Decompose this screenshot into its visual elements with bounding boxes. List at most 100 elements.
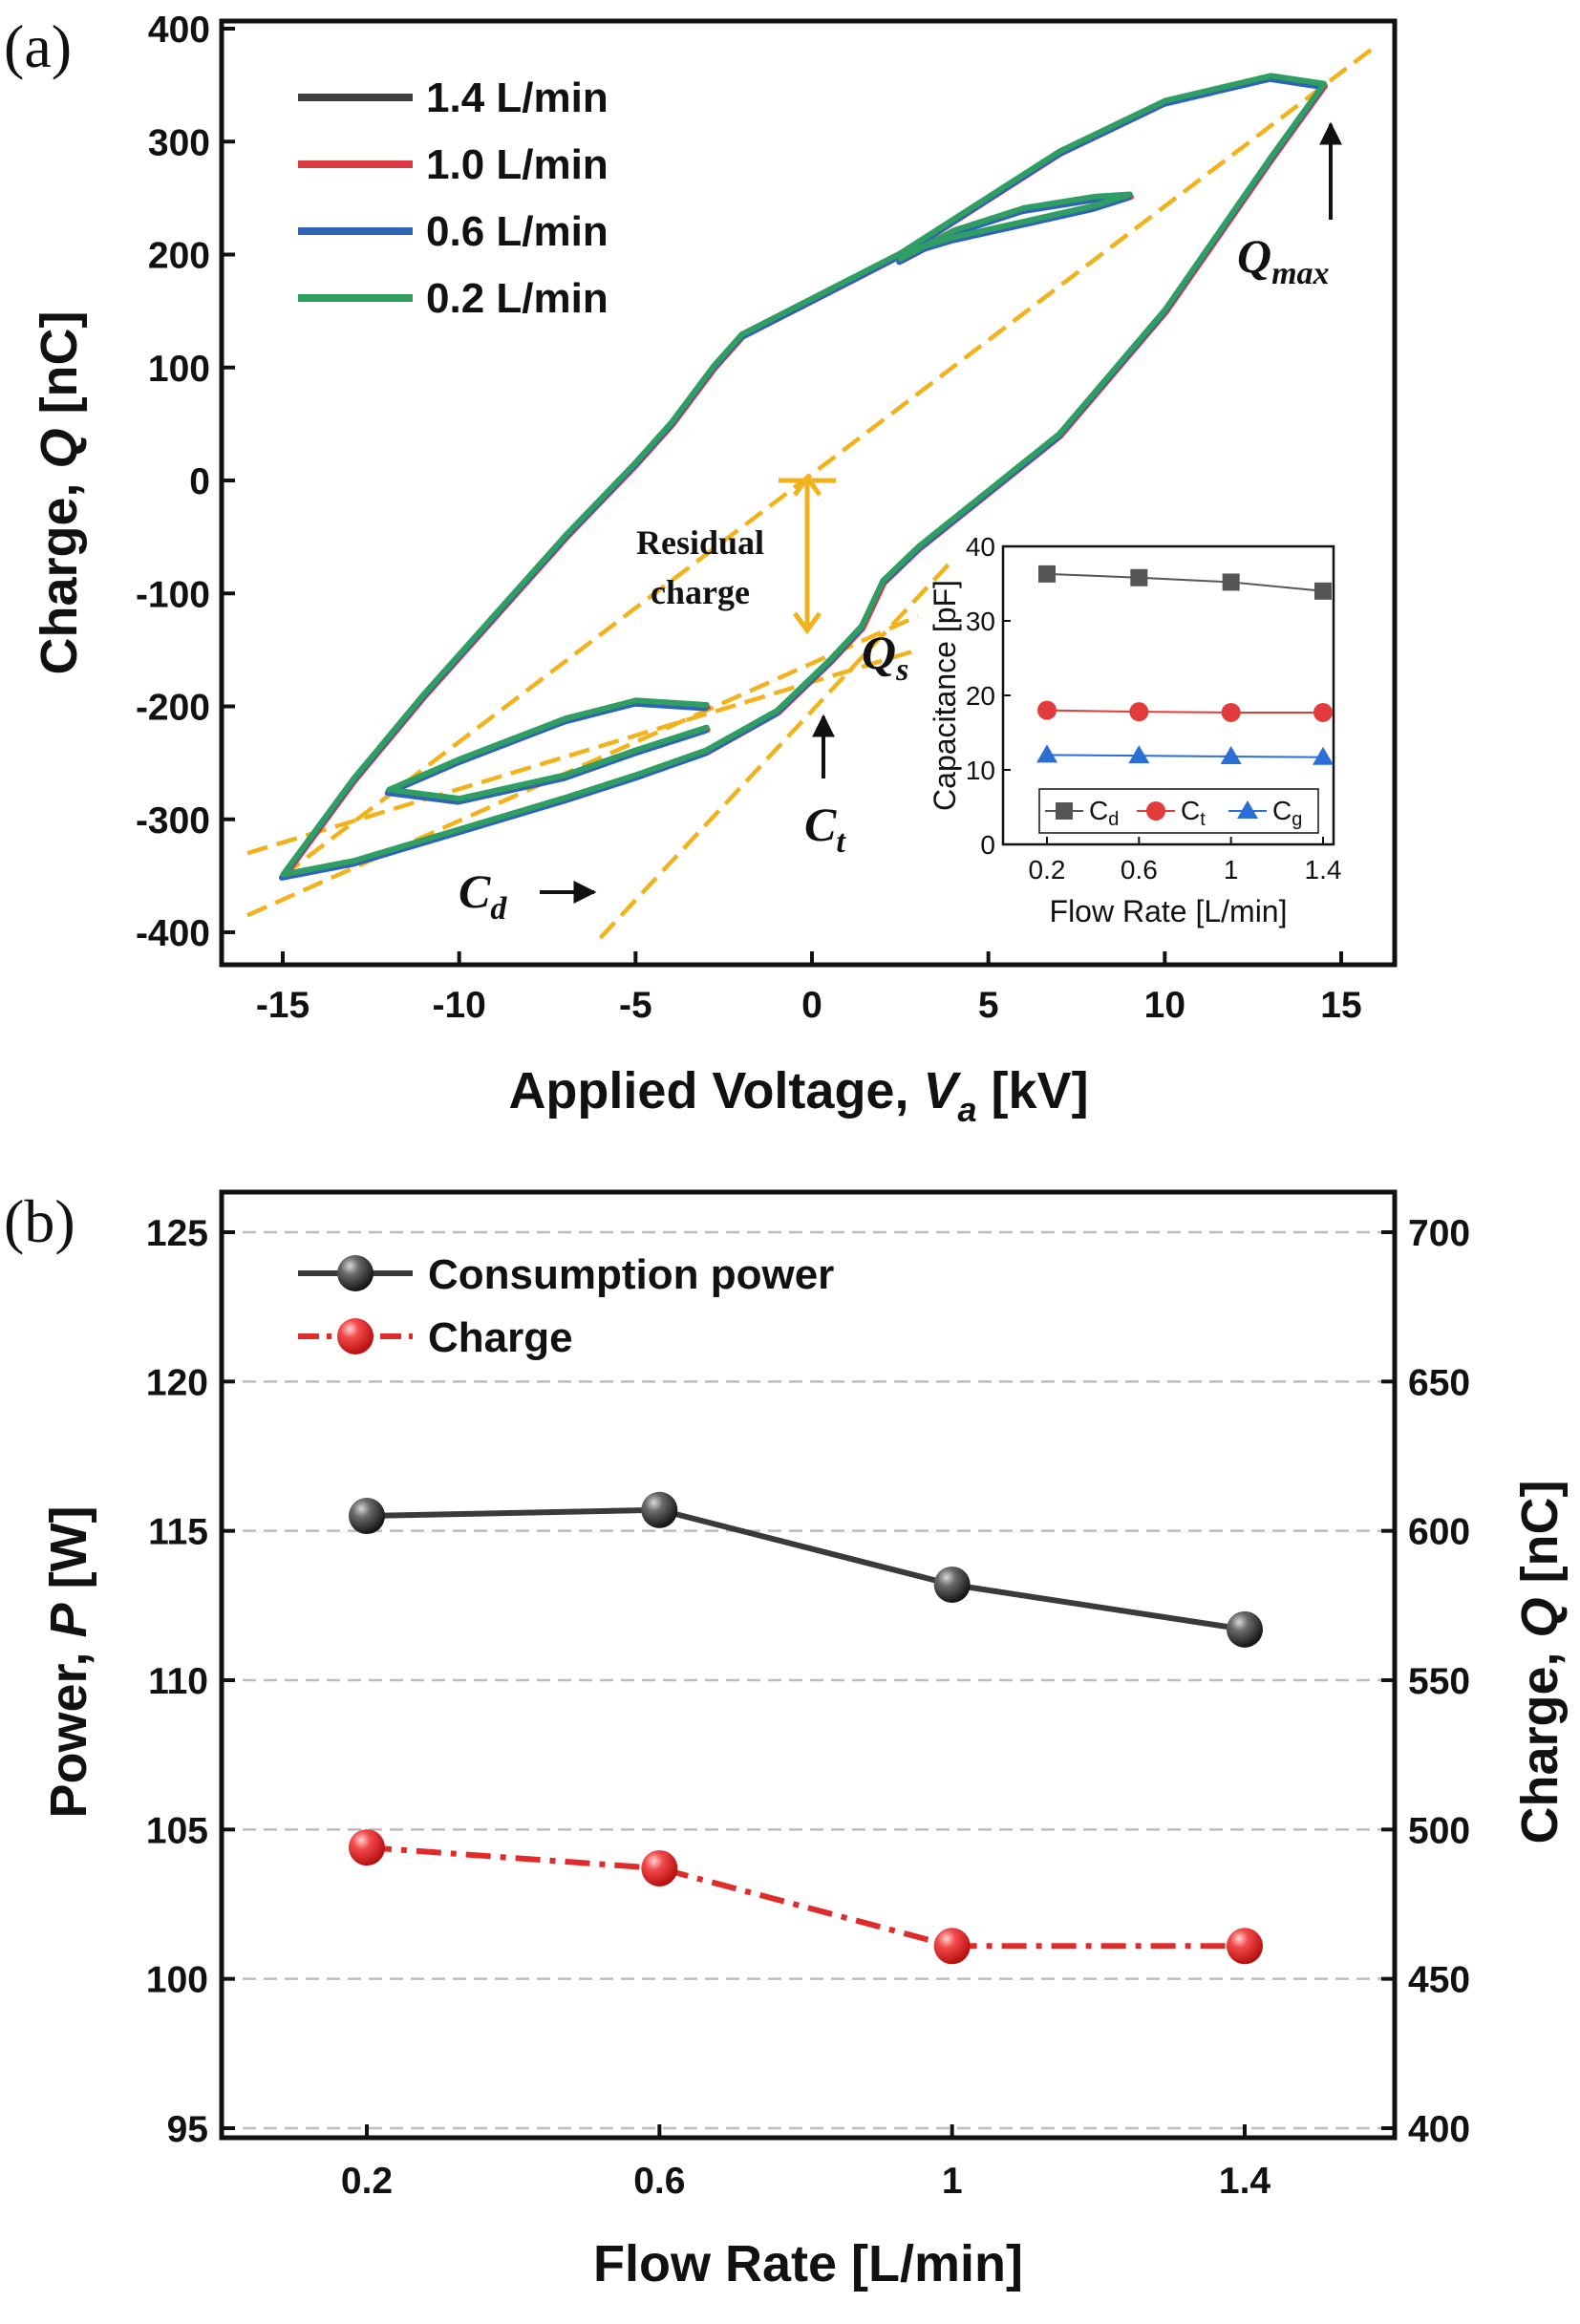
data-point-consumption-power bbox=[641, 1491, 678, 1528]
y-tick-label-right: 450 bbox=[1408, 1960, 1470, 2001]
inset-x-tick-label: 0.2 bbox=[1029, 855, 1066, 885]
inset-point-C_d bbox=[1314, 582, 1332, 600]
inset-point-C_t bbox=[1313, 702, 1333, 722]
plot-frame-a bbox=[219, 18, 1398, 968]
y-tick-label: 200 bbox=[148, 236, 210, 277]
inset-x-tick-label: 1.4 bbox=[1305, 855, 1342, 885]
legend-item: 1.0 L/min bbox=[426, 141, 609, 188]
legend-item: 0.6 L/min bbox=[426, 208, 609, 255]
x-tick-label: -5 bbox=[619, 985, 652, 1026]
inset-legend-label: Cg bbox=[1272, 796, 1302, 830]
x-tick-label: 0.6 bbox=[633, 2161, 685, 2202]
inset-legend-box bbox=[1038, 788, 1319, 834]
inset-point-C_g bbox=[1220, 745, 1242, 764]
inset-point-C_t bbox=[1221, 702, 1241, 722]
inset-legend-marker bbox=[1237, 800, 1258, 819]
inset-y-tick-label: 0 bbox=[980, 830, 995, 860]
inset-legend: Cd Ct Cg bbox=[1038, 788, 1319, 834]
y-tick-label-left: 125 bbox=[146, 1213, 208, 1254]
panel-b-label: (b) bbox=[4, 1187, 75, 1255]
plot-frame-b bbox=[219, 1189, 1398, 2141]
legend-item: Charge bbox=[428, 1314, 573, 1361]
y-tick-label: -200 bbox=[136, 688, 210, 729]
x-tick-label: 1.4 bbox=[1219, 2161, 1271, 2202]
hysteresis-loops bbox=[279, 73, 1328, 881]
inset-point-C_t bbox=[1129, 702, 1149, 722]
y-tick-label-left: 105 bbox=[146, 1810, 208, 1851]
loop-0-2-L-min bbox=[280, 73, 1327, 878]
inset-legend-label: Ct bbox=[1181, 796, 1206, 830]
y-axis-ticks-right-b: 400 450 500 550 600 650 700 bbox=[1381, 1213, 1470, 2150]
y-tick-label: 400 bbox=[148, 10, 210, 51]
inset-line-C_g bbox=[1046, 754, 1324, 758]
y-tick-label-right: 600 bbox=[1408, 1512, 1470, 1553]
legend-item: Consumption power bbox=[428, 1251, 834, 1298]
qs-label: Qs bbox=[862, 626, 908, 688]
ct-label: Ct bbox=[804, 798, 846, 860]
inset-legend-label: Cd bbox=[1089, 796, 1119, 830]
data-point-charge bbox=[1227, 1928, 1263, 1965]
x-tick-label: 1 bbox=[942, 2161, 963, 2202]
inset-series bbox=[1036, 565, 1334, 765]
x-tick-label: -10 bbox=[432, 985, 485, 1026]
y-axis-ticks-a: -400 -300 -200 -100 0 100 200 300 400 bbox=[136, 10, 235, 954]
inset-capacitance-chart: 0.2 0.6 1 1.4 0 10 20 30 40 Flow Rate [L/min] C… bbox=[928, 532, 1341, 928]
inset-legend-marker bbox=[1056, 802, 1073, 820]
x-tick-label: 0.2 bbox=[341, 2161, 393, 2202]
y-tick-label: 300 bbox=[148, 122, 210, 163]
inset-point-C_d bbox=[1222, 573, 1240, 591]
cd-annotation: Cd bbox=[459, 864, 597, 927]
y-tick-label: -300 bbox=[136, 800, 210, 842]
x-axis-label-b: Flow Rate [L/min] bbox=[593, 2235, 1023, 2292]
y-axis-ticks-left-b: 95 100 105 110 115 120 125 bbox=[146, 1213, 235, 2150]
y-tick-label-right: 400 bbox=[1408, 2109, 1470, 2150]
guide-line bbox=[246, 613, 919, 918]
legend-b: Consumption power Charge bbox=[298, 1251, 834, 1361]
inset-line-C_d bbox=[1046, 572, 1324, 592]
inset-y-tick-label: 10 bbox=[966, 756, 995, 785]
data-point-charge bbox=[349, 1829, 385, 1866]
y-tick-label: 0 bbox=[189, 461, 210, 502]
y-axis-label-right-b: Charge, Q [nC] bbox=[1511, 1480, 1569, 1844]
inset-point-C_g bbox=[1128, 745, 1150, 764]
inset-y-tick-label: 20 bbox=[966, 681, 995, 711]
inset-x-label: Flow Rate [L/min] bbox=[1050, 894, 1288, 928]
y-tick-label-right: 700 bbox=[1408, 1213, 1470, 1254]
series-line-consumption-power bbox=[366, 1506, 1246, 1632]
guide-line bbox=[281, 43, 1378, 878]
y-tick-label-left: 115 bbox=[148, 1512, 208, 1553]
data-point-consumption-power bbox=[933, 1566, 971, 1603]
legend-a: 1.4 L/min 1.0 L/min 0.6 L/min 0.2 L/min bbox=[298, 75, 609, 322]
residual-charge-label-1: Residual bbox=[636, 523, 764, 562]
y-tick-label-right: 650 bbox=[1408, 1362, 1470, 1403]
qmax-annotation: Qmax bbox=[1237, 121, 1342, 291]
inset-y-label: Capacitance [pF] bbox=[928, 580, 962, 811]
y-tick-label-left: 120 bbox=[146, 1362, 208, 1403]
ct-annotation: Ct bbox=[804, 714, 846, 860]
x-tick-label: 0 bbox=[801, 985, 822, 1026]
guide-line bbox=[598, 558, 955, 940]
grid-b bbox=[222, 1230, 1395, 2130]
y-axis-label-a: Charge, Q [nC] bbox=[31, 310, 88, 674]
y-tick-label: -400 bbox=[136, 913, 210, 954]
cd-label: Cd bbox=[459, 864, 507, 927]
panel-a: (a) -15 -10 -5 0 5 10 15 -400-300-200-10001002… bbox=[4, 10, 1398, 1129]
inset-x-ticks: 0.2 0.6 1 1.4 bbox=[1029, 837, 1342, 885]
series-line-charge bbox=[366, 1844, 1245, 1950]
data-point-charge bbox=[933, 1928, 971, 1965]
x-tick-label: 15 bbox=[1320, 985, 1361, 1026]
y-tick-label-right: 550 bbox=[1408, 1661, 1470, 1702]
inset-y-ticks: 0 10 20 30 40 bbox=[966, 532, 1011, 860]
y-axis-label-left-b: Power, P [W] bbox=[40, 1505, 97, 1818]
inset-point-C_g bbox=[1036, 744, 1057, 763]
x-axis-ticks-b: 0.2 0.6 1 1.4 bbox=[341, 2124, 1271, 2202]
inset-point-C_t bbox=[1037, 700, 1057, 720]
x-axis-ticks-a: -15 -10 -5 0 5 10 15 bbox=[256, 951, 1362, 1026]
inset-point-C_d bbox=[1130, 568, 1148, 586]
y-tick-label: -100 bbox=[136, 574, 210, 615]
legend-item: 0.2 L/min bbox=[426, 275, 609, 322]
residual-charge-label-2: charge bbox=[651, 573, 750, 611]
inset-x-tick-label: 0.6 bbox=[1121, 855, 1158, 885]
inset-point-C_d bbox=[1038, 565, 1056, 583]
inset-x-tick-label: 1 bbox=[1224, 855, 1239, 885]
